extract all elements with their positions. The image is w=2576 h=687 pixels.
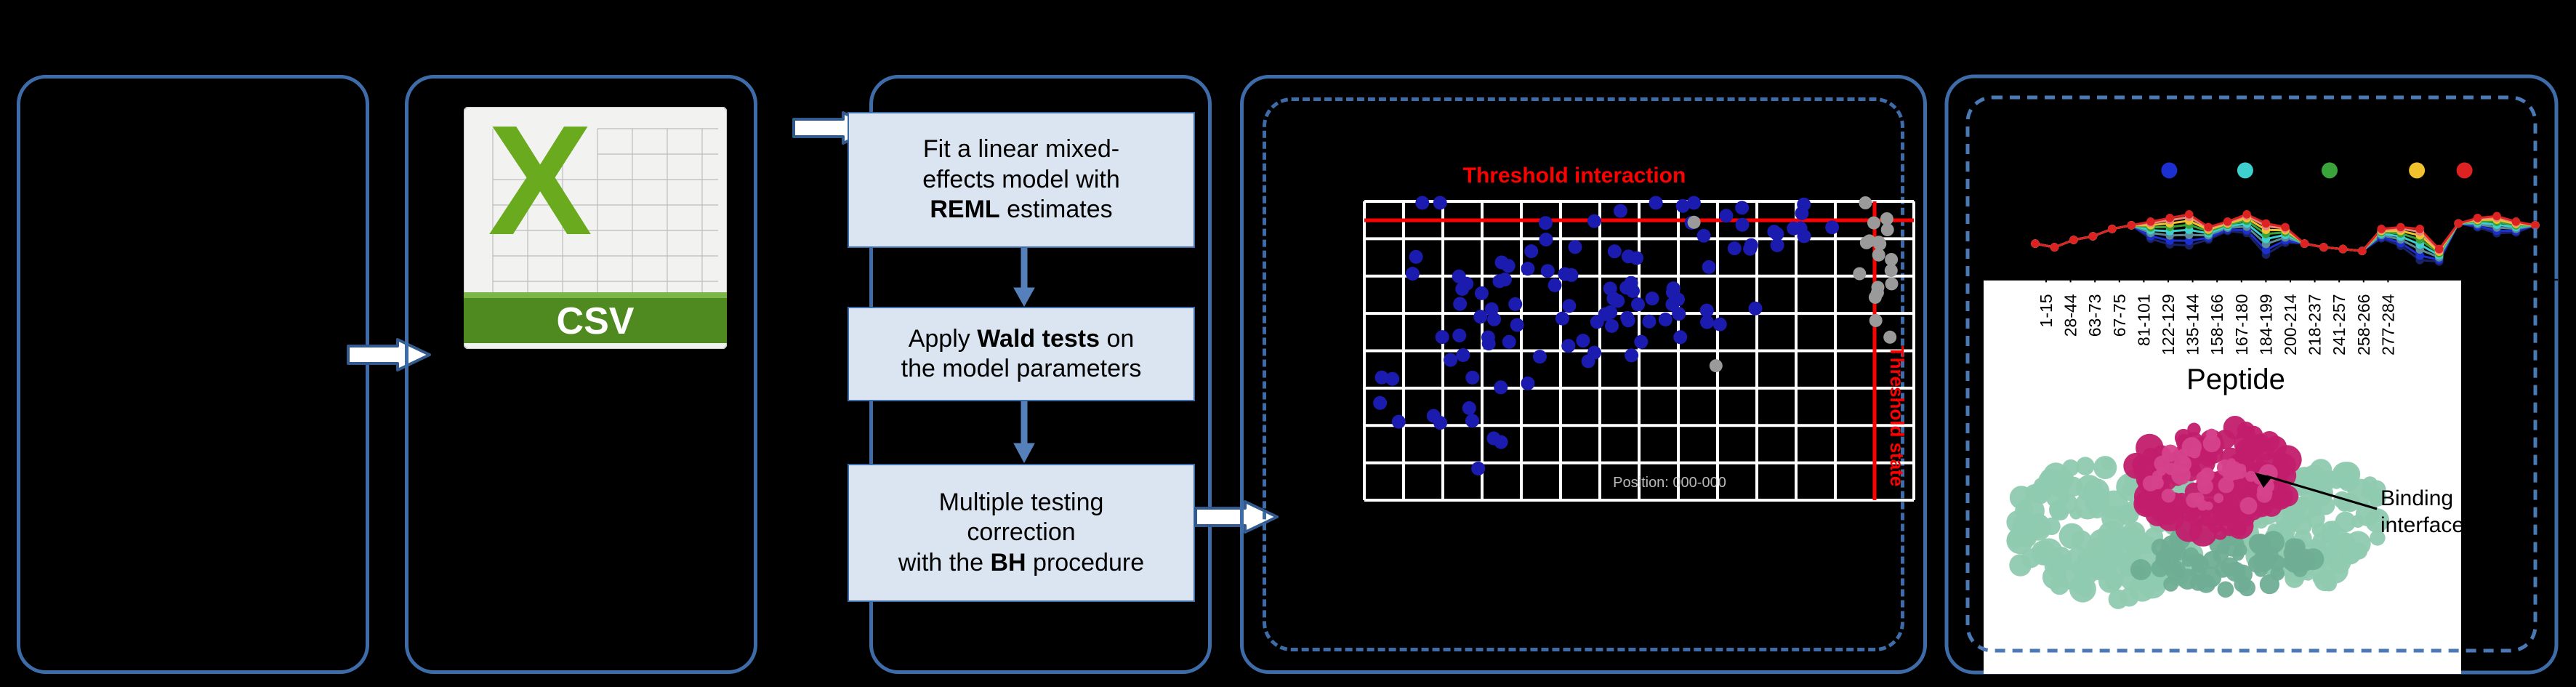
svg-text:241-257: 241-257 (2330, 294, 2348, 355)
svg-text:167-180: 167-180 (2232, 294, 2251, 355)
svg-text:Peptide: Peptide (2186, 363, 2285, 395)
svg-text:Threshold interaction: Threshold interaction (1463, 164, 1686, 188)
svg-text:X: X (488, 107, 592, 268)
svg-text:158-166: 158-166 (2207, 294, 2226, 355)
svg-text:67-75: 67-75 (2110, 294, 2129, 337)
svg-text:277-284: 277-284 (2378, 294, 2397, 355)
svg-text:81-101: 81-101 (2134, 294, 2153, 346)
svg-text:Position: 000-000: Position: 000-000 (1613, 475, 1726, 491)
svg-text:1-15: 1-15 (2037, 294, 2056, 327)
svg-text:122-129: 122-129 (2159, 294, 2178, 355)
svg-text:interface: interface (2380, 513, 2464, 537)
svg-text:258-266: 258-266 (2354, 294, 2373, 355)
svg-text:28-44: 28-44 (2061, 294, 2080, 337)
svg-text:200-214: 200-214 (2281, 294, 2300, 355)
svg-text:Binding: Binding (2380, 486, 2453, 510)
svg-text:Threshold state: Threshold state (1886, 346, 1908, 487)
svg-text:218-237: 218-237 (2306, 294, 2325, 355)
svg-text:135-144: 135-144 (2183, 294, 2202, 355)
svg-text:63-73: 63-73 (2085, 294, 2104, 337)
svg-text:0.0: 0.0 (1989, 264, 2010, 280)
svg-text:184-199: 184-199 (2256, 294, 2275, 355)
svg-text:CSV: CSV (557, 300, 635, 342)
